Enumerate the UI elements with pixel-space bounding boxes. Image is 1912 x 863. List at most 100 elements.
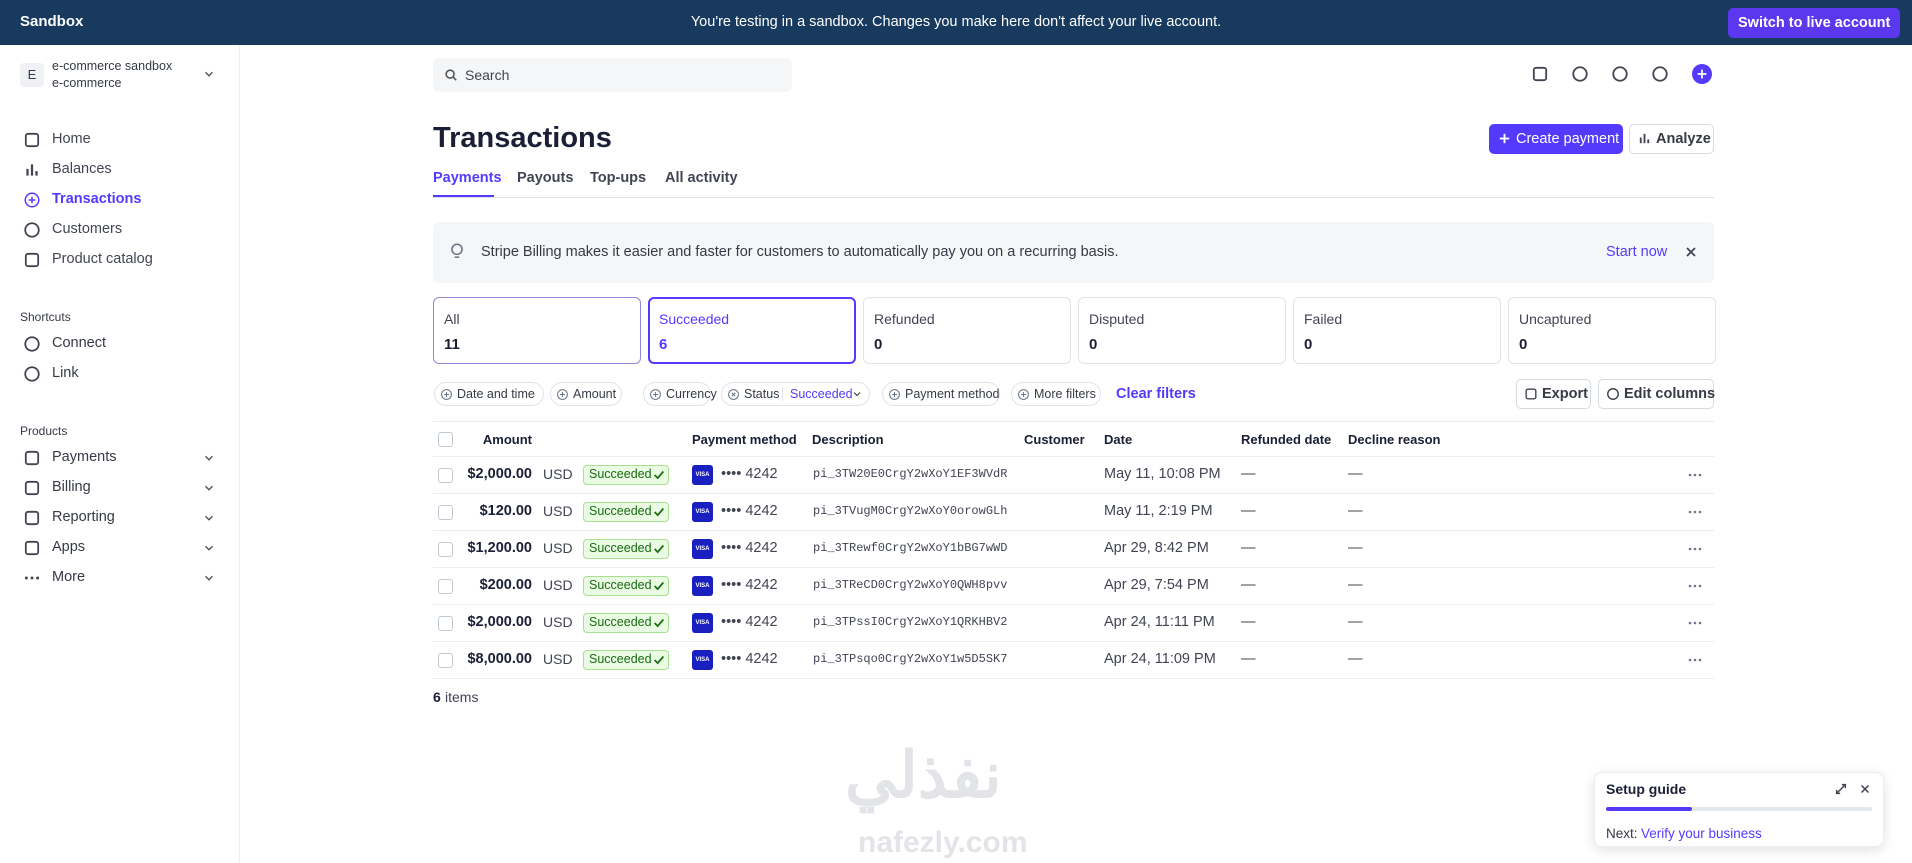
checkbox[interactable] (438, 579, 453, 594)
icon-dots (1688, 584, 1702, 588)
icon-ring (24, 336, 40, 352)
checkbox[interactable] (438, 432, 453, 447)
clear-filters[interactable]: Clear filters (1116, 386, 1196, 402)
icon-x (1686, 247, 1696, 257)
refunded-date: — (1241, 614, 1256, 630)
setup-link[interactable]: Verify your business (1641, 826, 1762, 841)
amount: $120.00 (479, 503, 532, 519)
status-text: Succeeded (589, 578, 652, 592)
shortcut-item[interactable]: Link (52, 365, 79, 381)
items-label: items (445, 689, 479, 705)
nav-item[interactable]: Customers (52, 221, 123, 237)
tab[interactable]: Payouts (517, 170, 574, 186)
status-card[interactable] (1508, 297, 1716, 364)
status-card[interactable] (648, 297, 856, 364)
refunded-date: — (1241, 503, 1256, 519)
product-item[interactable]: Billing (52, 479, 91, 495)
status-card[interactable] (1293, 297, 1501, 364)
icon-cplus (1018, 389, 1029, 400)
table-border (433, 421, 1714, 422)
tab[interactable]: Payments (433, 170, 502, 186)
status-card-label: Succeeded (659, 311, 730, 327)
live-button[interactable]: Switch to live account (1728, 8, 1901, 38)
icon-box (24, 450, 40, 466)
icon-x (1860, 784, 1870, 794)
icon-search (445, 69, 457, 81)
decline-reason: — (1348, 614, 1363, 630)
checkbox[interactable] (438, 468, 453, 483)
product-item[interactable]: Payments (52, 449, 117, 465)
card-number: •••• 4242 (721, 614, 778, 630)
promo-banner (433, 222, 1714, 283)
date: Apr 29, 7:54 PM (1104, 577, 1209, 593)
edit-columns-button[interactable] (1598, 379, 1714, 409)
status-card[interactable] (863, 297, 1071, 364)
card-number: •••• 4242 (721, 651, 778, 667)
filter-pill[interactable] (434, 382, 544, 406)
analyze-button[interactable] (1629, 124, 1714, 154)
export-button[interactable] (1516, 379, 1591, 409)
tab[interactable]: Top-ups (590, 170, 647, 186)
description: pi_3TW20E0CrgY2wXoY1EF3WVdR (813, 467, 1008, 481)
status-text: Succeeded (589, 652, 652, 666)
status-badge (583, 539, 669, 559)
status-card-label: Disputed (1089, 311, 1145, 327)
table-row[interactable] (433, 605, 1714, 642)
checkbox[interactable] (438, 505, 453, 520)
product-item[interactable]: Apps (52, 539, 86, 555)
filter-pill[interactable] (721, 382, 870, 406)
search-box[interactable] (433, 58, 792, 92)
icon-chev (205, 515, 213, 521)
promo-action[interactable]: Start now (1606, 244, 1668, 260)
nav-item[interactable]: Transactions (52, 191, 142, 207)
icon-ring (1652, 66, 1668, 82)
section-title: Products (20, 424, 68, 438)
watermark-latin: nafezly.com (858, 826, 1028, 859)
column-header: Refunded date (1241, 432, 1332, 447)
table-row[interactable] (433, 494, 1714, 531)
status-badge (583, 613, 669, 633)
filter-pill[interactable] (882, 382, 1000, 406)
icon-expand (1835, 783, 1847, 795)
nav-item[interactable]: Balances (52, 161, 112, 177)
checkbox[interactable] (438, 616, 453, 631)
tab[interactable]: All activity (665, 170, 738, 186)
currency: USD (543, 614, 573, 630)
icon-check (654, 470, 665, 480)
product-item[interactable]: Reporting (52, 509, 115, 525)
items-count: 6 (433, 689, 441, 705)
icon-cplus (441, 389, 452, 400)
status-card-count: 0 (1519, 336, 1528, 353)
table-row[interactable] (433, 642, 1714, 679)
filter-pill[interactable] (1011, 382, 1101, 406)
icon-chev (205, 545, 213, 551)
icon-check (654, 618, 665, 628)
currency: USD (543, 540, 573, 556)
status-card-label: Failed (1304, 311, 1343, 327)
card-number: •••• 4242 (721, 540, 778, 556)
table-row[interactable] (433, 568, 1714, 605)
nav-item[interactable]: Product catalog (52, 251, 153, 267)
status-card[interactable] (1078, 297, 1286, 364)
checkbox[interactable] (438, 542, 453, 557)
table-row[interactable] (433, 457, 1714, 494)
date: May 11, 10:08 PM (1104, 466, 1221, 482)
header-border (433, 456, 1714, 457)
icon-chev (205, 575, 213, 581)
status-text: Succeeded (589, 504, 652, 518)
nav-item[interactable]: Home (52, 131, 91, 147)
status-card[interactable] (433, 297, 641, 364)
table-row[interactable] (433, 531, 1714, 568)
sidebar (0, 45, 240, 863)
account-name[interactable]: e-commerce sandbox (52, 59, 173, 73)
shortcut-item[interactable]: Connect (52, 335, 107, 351)
checkbox[interactable] (438, 653, 453, 668)
product-item[interactable]: More (52, 569, 86, 585)
filter-label: Amount (573, 387, 617, 401)
create-payment-button[interactable] (1489, 124, 1623, 154)
filter-pill[interactable] (643, 382, 711, 406)
amount: $200.00 (479, 577, 532, 593)
filter-label: Payment method (905, 387, 1000, 401)
filter-pill[interactable] (550, 382, 622, 406)
status-text: Succeeded (589, 541, 652, 555)
